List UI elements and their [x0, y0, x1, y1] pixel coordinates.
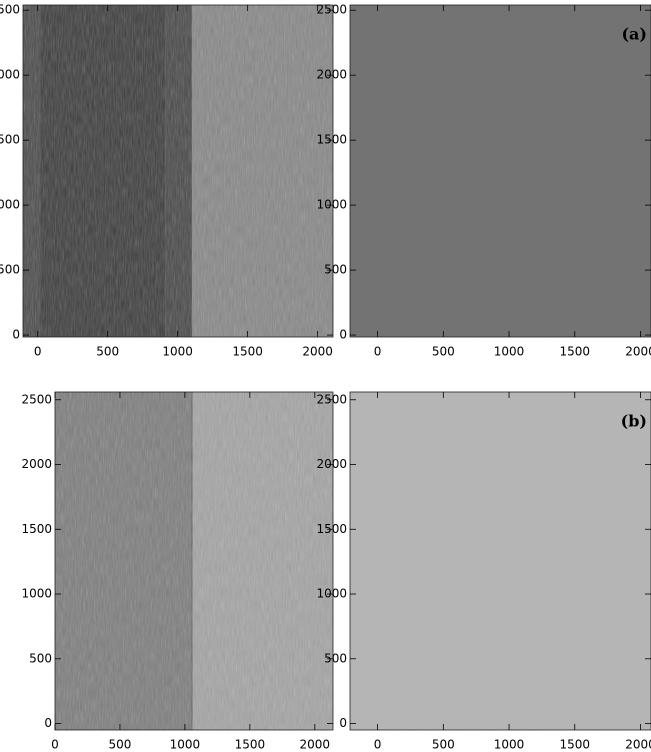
image-frame: [54, 391, 334, 731]
y-tick-label: 0: [12, 328, 20, 342]
x-tick-label: 500: [432, 738, 455, 752]
y-tick-label: 2500: [316, 3, 347, 17]
y-tick-label: 2000: [0, 68, 20, 82]
y-tick-label: 500: [324, 263, 347, 277]
panel-label: (a): [621, 25, 647, 44]
panel: 0 500 1000 1500 2000 0 500 1000 1500 2000 2500: [0, 3, 334, 359]
image-noise: [55, 392, 333, 730]
x-tick-label: 0: [374, 345, 382, 359]
x-tick-label: 2000: [302, 345, 333, 359]
y-tick-label: 1500: [0, 133, 20, 147]
x-tick-label: 1000: [494, 738, 525, 752]
x-tick-label: 1000: [162, 345, 193, 359]
image-frame: [349, 391, 651, 731]
image-noise: [23, 5, 333, 337]
y-tick-label: 2000: [316, 457, 347, 471]
x-tick-label: 1000: [494, 345, 525, 359]
y-tick-label: 2500: [316, 392, 347, 406]
y-tick-label: 1000: [316, 198, 347, 212]
x-tick-label: 2000: [625, 738, 651, 752]
y-tick-label: 2000: [316, 68, 347, 82]
y-tick-label: 0: [339, 716, 347, 730]
x-tick-label: 500: [96, 345, 119, 359]
image-frame: [349, 4, 651, 338]
panel: 0 500 1000 1500 2000 0 500 1000 1500 2000 2500 (a): [316, 3, 651, 359]
y-tick-label: 500: [29, 651, 52, 665]
panel: 0 500 1000 1500 2000 0 500 1000 1500 2000 2500: [21, 391, 334, 752]
panel-label: (b): [621, 412, 647, 431]
x-tick-label: 2000: [300, 738, 331, 752]
x-tick-label: 1000: [170, 738, 201, 752]
y-tick-label: 500: [324, 651, 347, 665]
x-tick-label: 500: [109, 738, 132, 752]
y-tick-label: 1000: [21, 587, 52, 601]
x-tick-label: 500: [432, 345, 455, 359]
x-tick-label: 1500: [559, 345, 590, 359]
y-tick-label: 1000: [316, 587, 347, 601]
x-tick-label: 0: [374, 738, 382, 752]
y-tick-label: 0: [339, 328, 347, 342]
y-tick-label: 1500: [316, 133, 347, 147]
panel: 0 500 1000 1500 2000 0 500 1000 1500 2000 2500 (b): [316, 391, 651, 752]
y-tick-label: 500: [0, 263, 20, 277]
x-tick-label: 0: [51, 738, 59, 752]
x-tick-label: 0: [34, 345, 42, 359]
image-noise: [350, 392, 651, 730]
x-tick-label: 1500: [559, 738, 590, 752]
x-tick-label: 1500: [235, 738, 266, 752]
y-tick-label: 1500: [316, 522, 347, 536]
x-tick-label: 1500: [232, 345, 263, 359]
y-tick-label: 1500: [21, 522, 52, 536]
y-tick-label: 0: [44, 716, 52, 730]
image-noise: [350, 5, 651, 337]
y-tick-label: 1000: [0, 198, 20, 212]
y-tick-label: 2000: [21, 457, 52, 471]
y-tick-label: 2500: [21, 392, 52, 406]
x-tick-label: 2000: [625, 345, 651, 359]
y-tick-label: 2500: [0, 3, 20, 17]
